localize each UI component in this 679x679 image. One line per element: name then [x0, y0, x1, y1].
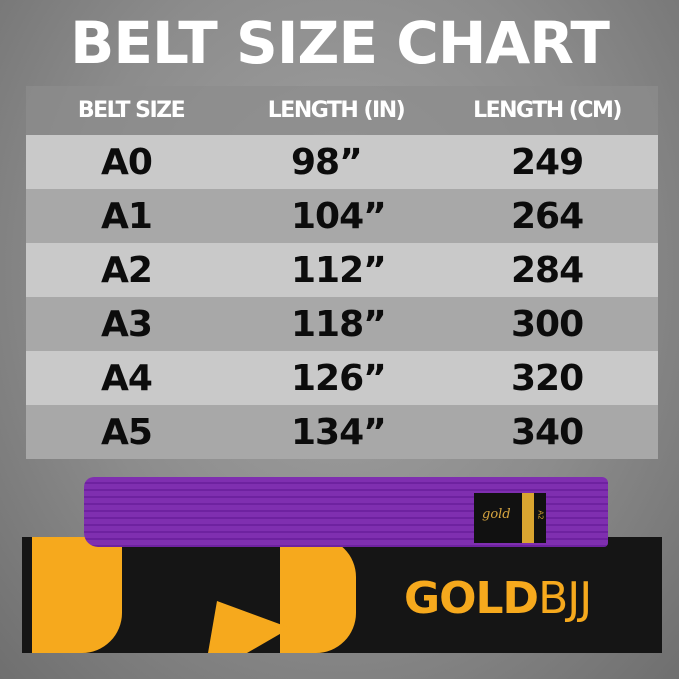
table-row: A5 134” 340 — [26, 405, 658, 459]
belt-tag: gold A2 — [474, 493, 546, 543]
table-row: A3 118” 300 — [26, 297, 658, 351]
box-graphic — [32, 537, 122, 653]
brand-logo: GOLDBJJ — [404, 573, 592, 624]
tag-size: A2 — [536, 510, 545, 520]
tag-stripe — [522, 493, 534, 543]
cell-inches: 134” — [291, 411, 387, 453]
cell-size: A1 — [101, 195, 153, 237]
product-box: GOLDBJJ — [22, 537, 662, 653]
table-row: A1 104” 264 — [26, 189, 658, 243]
cell-size: A0 — [101, 141, 153, 183]
cell-size: A3 — [101, 303, 153, 345]
box-graphic — [173, 576, 291, 653]
cell-inches: 98” — [291, 141, 363, 183]
cell-cm: 340 — [511, 411, 584, 453]
header-length-cm: LENGTH (CM) — [473, 98, 622, 123]
tag-logo: gold — [482, 507, 511, 522]
cell-size: A2 — [101, 249, 153, 291]
cell-size: A4 — [101, 357, 153, 399]
size-table: BELT SIZE LENGTH (IN) LENGTH (CM) A0 98” 2… — [26, 86, 658, 459]
chart-title: BELT SIZE CHART — [70, 9, 610, 77]
cell-cm: 320 — [511, 357, 584, 399]
cell-inches: 104” — [291, 195, 387, 237]
cell-size: A5 — [101, 411, 153, 453]
cell-cm: 300 — [511, 303, 584, 345]
cell-cm: 264 — [511, 195, 584, 237]
header-belt-size: BELT SIZE — [77, 98, 186, 123]
cell-inches: 112” — [291, 249, 387, 291]
table-row: A4 126” 320 — [26, 351, 658, 405]
table-row: A0 98” 249 — [26, 135, 658, 189]
cell-inches: 126” — [291, 357, 387, 399]
table-row: A2 112” 284 — [26, 243, 658, 297]
cell-inches: 118” — [291, 303, 387, 345]
header-length-in: LENGTH (IN) — [267, 98, 406, 123]
box-graphic — [280, 537, 356, 653]
cell-cm: 249 — [511, 141, 584, 183]
cell-cm: 284 — [511, 249, 584, 291]
table-header: BELT SIZE LENGTH (IN) LENGTH (CM) — [26, 86, 658, 135]
